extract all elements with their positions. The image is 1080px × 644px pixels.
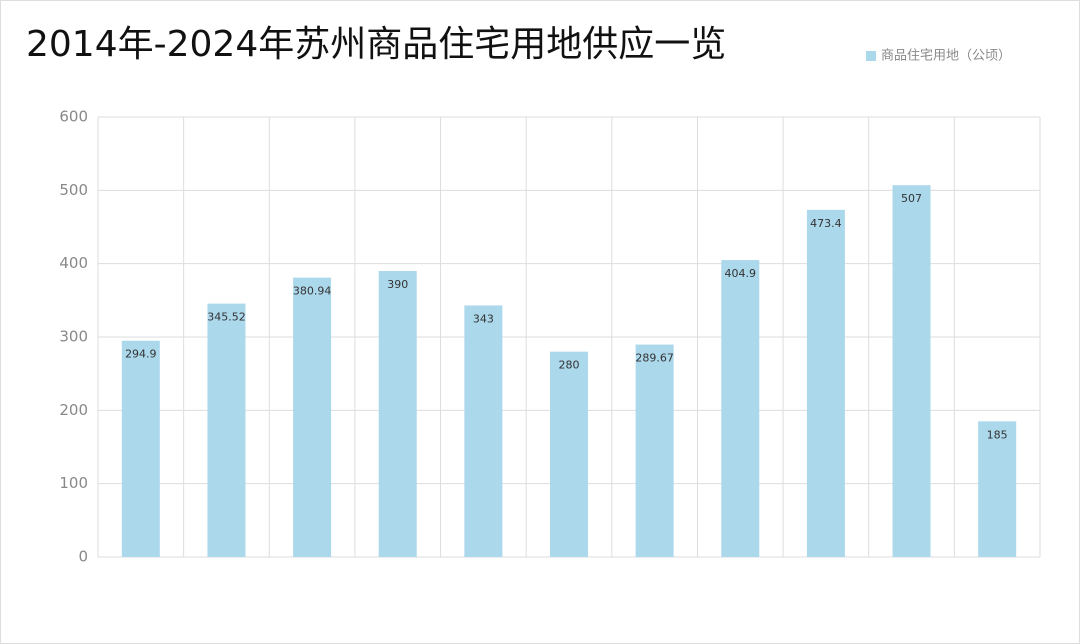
y-tick-label: 400 [59, 254, 88, 272]
data-label: 507 [901, 192, 922, 205]
bar [978, 421, 1017, 557]
chart-title: 2014年-2024年苏州商品住宅用地供应一览 [26, 24, 726, 65]
data-label: 280 [559, 359, 580, 372]
data-label: 185 [987, 428, 1008, 441]
bar [550, 351, 588, 557]
y-tick-label: 100 [59, 474, 88, 492]
bar [806, 209, 845, 557]
data-label: 404.9 [725, 267, 757, 280]
y-tick-label: 0 [78, 548, 88, 566]
data-label: 380.94 [293, 285, 332, 298]
legend-label: 商品住宅用地（公顷） [881, 49, 1011, 64]
data-label: 294.9 [125, 348, 157, 361]
legend-swatch [866, 51, 876, 61]
bar [207, 303, 246, 557]
bar [121, 340, 160, 557]
data-label: 473.4 [810, 217, 842, 230]
y-tick-label: 500 [59, 181, 88, 199]
bar [721, 260, 760, 557]
bar [378, 271, 417, 557]
bar [892, 185, 931, 557]
y-tick-label: 300 [59, 328, 88, 346]
bar [293, 277, 332, 557]
y-tick-label: 600 [59, 108, 88, 126]
data-label: 343 [473, 312, 494, 325]
data-label: 390 [387, 278, 408, 291]
data-label: 345.52 [207, 311, 246, 324]
data-label: 289.67 [635, 352, 674, 365]
y-tick-label: 200 [59, 401, 88, 419]
bar [635, 344, 674, 557]
bar [464, 305, 503, 557]
